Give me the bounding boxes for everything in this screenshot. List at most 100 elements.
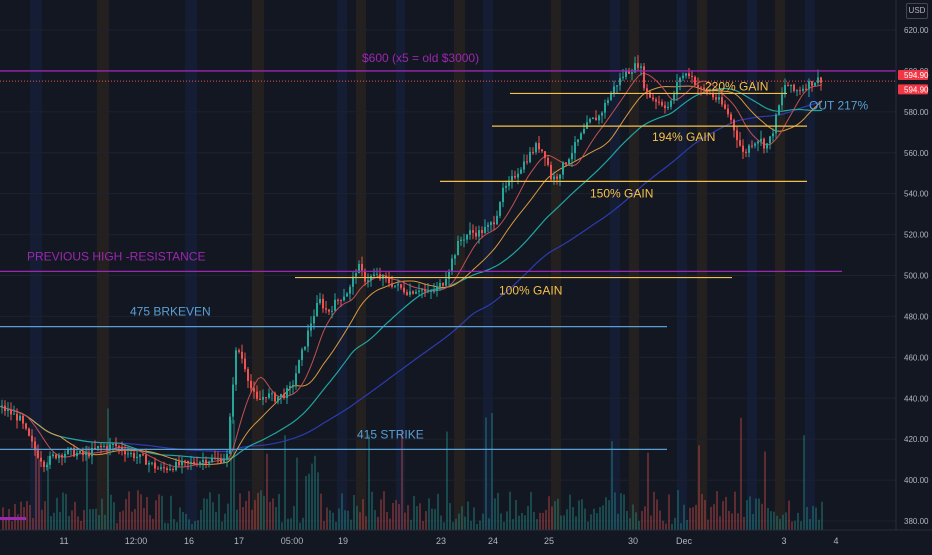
volume-bar [662,520,664,530]
volume-bar [626,510,628,530]
volume-bar [485,417,487,530]
candle-body [772,133,774,137]
volume-bar [788,500,790,530]
candle-body [232,384,234,417]
candle-body [16,413,18,421]
volume-bar [419,503,421,530]
volume-bar [416,506,418,530]
volume-bar [437,493,439,530]
volume-bar [458,513,460,530]
time-tick-label: Dec [676,536,693,546]
volume-bar [35,446,37,530]
volume-bar [80,520,82,530]
volume-bar [197,520,199,530]
volume-bar [224,513,226,530]
candle-body [118,446,120,448]
candle-body [172,468,174,471]
candle-body [373,274,375,277]
volume-bar [503,521,505,530]
candle-body [649,91,651,98]
volume-bar [386,512,388,530]
volume-bar [479,520,481,530]
candle-body [589,119,591,123]
candle-body [412,291,414,294]
candle-body [559,174,561,179]
volume-bar [320,493,322,530]
volume-bar [413,495,415,530]
volume-bar [185,513,187,530]
candle-body [289,385,291,389]
volume-bar [527,505,529,530]
candle-body [718,97,720,100]
candle-body [148,462,150,465]
candle-body [562,162,564,175]
volume-bar [155,500,157,530]
candle-body [319,298,321,304]
candle-body [235,350,237,385]
volume-bar [332,512,334,530]
candle-body [454,255,456,259]
candle-body [340,299,342,301]
volume-bar [464,516,466,530]
volume-bar [725,496,727,530]
volume-bar [770,511,772,530]
volume-bar [32,518,34,530]
candle-body [673,94,675,101]
time-tick-label: 24 [488,536,498,546]
candle-body [154,462,156,469]
volume-bar [215,511,217,530]
price-tick-label: 460.00 [904,353,929,362]
candle-body [214,458,216,460]
candle-body [166,468,168,470]
volume-bar [200,509,202,530]
candle-body [415,291,417,294]
volume-bar [257,492,259,530]
volume-bar [371,491,373,530]
volume-bar [272,498,274,530]
volume-bar [194,521,196,530]
volume-bar [488,518,490,530]
volume-bar [41,509,43,530]
volume-bar [125,498,127,530]
candle-body [352,276,354,287]
volume-bar [659,510,661,530]
volume-bar [656,499,658,530]
candle-body [652,97,654,100]
volume-bar [791,521,793,530]
volume-bar [704,500,706,530]
volume-bar [674,517,676,530]
volume-bar [467,501,469,530]
volume-bar [581,499,583,530]
volume-bar [617,513,619,530]
candle-body [757,141,759,144]
candle-body [349,286,351,294]
volume-bar [641,511,643,530]
candle-body [130,453,132,455]
volume-bar [560,515,562,530]
candle-body [226,453,228,460]
volume-bar [29,504,31,530]
price-tick-label: 620.00 [904,26,929,35]
candle-body [49,455,51,465]
candle-body [247,369,249,381]
volume-bar [101,498,103,530]
left-marker [0,517,26,520]
volume-bar [188,519,190,530]
volume-bar [284,435,286,530]
volume-bar [773,511,775,530]
volume-bar [755,498,757,530]
volume-bar [821,501,823,530]
volume-bar [191,523,193,530]
volume-bar [446,431,448,530]
candle-body [595,117,597,121]
volume-bar [266,453,268,530]
volume-bar [275,506,277,530]
volume-bar [170,495,172,530]
candle-body [472,230,474,233]
volume-bar [797,512,799,530]
volume-bar [365,516,367,530]
volume-bar [746,500,748,530]
volume-bar [311,463,313,530]
